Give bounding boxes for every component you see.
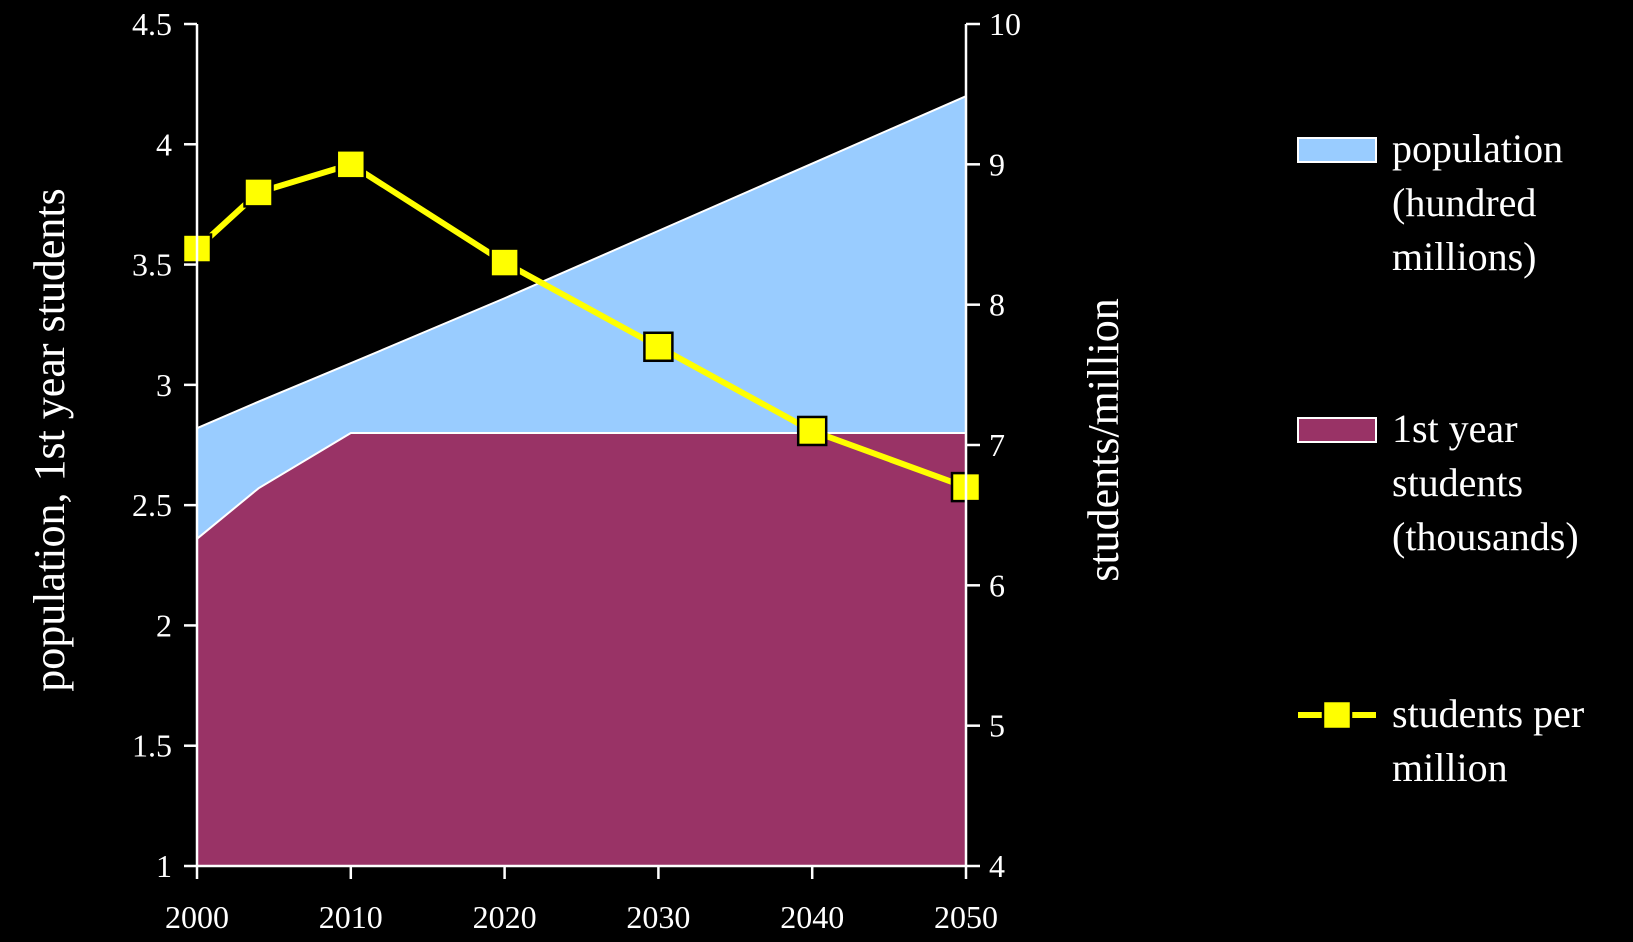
population-area-edge bbox=[196, 95, 967, 430]
y2-tick-label: 10 bbox=[989, 6, 1021, 42]
x-tick-label: 2030 bbox=[626, 899, 690, 935]
y2-tick-label: 5 bbox=[989, 708, 1005, 744]
legend-label: (hundred bbox=[1392, 180, 1536, 225]
legend-label: millions) bbox=[1392, 234, 1536, 279]
students-area bbox=[197, 432, 966, 866]
ratio-point bbox=[243, 177, 274, 208]
plot-area bbox=[181, 95, 982, 866]
y-tick-label: 1.5 bbox=[132, 728, 172, 764]
y-tick-label: 4.5 bbox=[132, 6, 172, 42]
y2-tick-label: 9 bbox=[989, 146, 1005, 182]
legend-marker bbox=[1321, 699, 1353, 731]
x-tick-label: 2010 bbox=[319, 899, 383, 935]
legend-label: 1st year bbox=[1392, 406, 1518, 451]
y2-tick-label: 6 bbox=[989, 567, 1005, 603]
y-tick-label: 2.5 bbox=[132, 487, 172, 523]
y2-tick-label: 8 bbox=[989, 287, 1005, 323]
x-tick-label: 2050 bbox=[934, 899, 998, 935]
axes: 1 1.5 2 2.5 3 3.5 4 4.5 4 5 6 7 8 9 10 2000 2010 2020 2030… bbox=[132, 6, 1021, 935]
ratio-point bbox=[489, 247, 520, 278]
legend-label: population bbox=[1392, 126, 1563, 171]
x-tick-label: 2040 bbox=[780, 899, 844, 935]
legend-swatch bbox=[1297, 417, 1377, 443]
y-tick-label: 3.5 bbox=[132, 247, 172, 283]
y-axis-label: population, 1st year students bbox=[25, 188, 74, 692]
legend-swatch bbox=[1297, 137, 1377, 163]
legend-label: (thousands) bbox=[1392, 514, 1579, 559]
y2-tick-label: 4 bbox=[989, 848, 1005, 884]
ratio-point bbox=[796, 415, 828, 447]
y-tick-label: 3 bbox=[156, 367, 172, 403]
y2-tick-label: 7 bbox=[989, 427, 1005, 463]
x-tick-label: 2020 bbox=[473, 899, 537, 935]
legend: population (hundred millions) 1st year stude… bbox=[1297, 126, 1584, 790]
ratio-point bbox=[643, 331, 674, 363]
y-tick-label: 2 bbox=[156, 607, 172, 643]
legend-label: students per bbox=[1392, 691, 1584, 736]
legend-label: million bbox=[1392, 745, 1508, 790]
y-tick-label: 1 bbox=[156, 848, 172, 884]
legend-label: students bbox=[1392, 460, 1523, 505]
x-tick-label: 2000 bbox=[165, 899, 229, 935]
y-tick-label: 4 bbox=[156, 126, 172, 162]
y2-axis-label: students/million bbox=[1079, 298, 1128, 582]
ratio-point bbox=[335, 149, 367, 180]
